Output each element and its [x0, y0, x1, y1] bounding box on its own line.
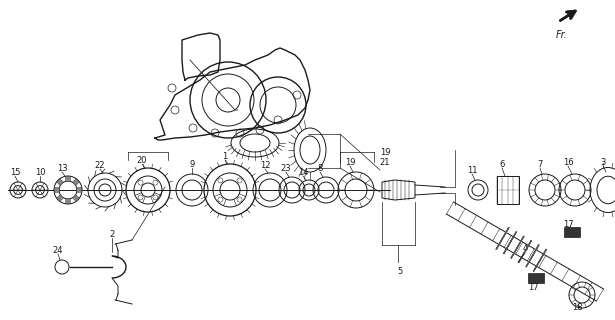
Polygon shape [66, 176, 71, 181]
Polygon shape [526, 244, 539, 267]
Polygon shape [533, 249, 547, 271]
Polygon shape [54, 188, 59, 192]
Text: 14: 14 [298, 167, 308, 177]
Text: 17: 17 [563, 220, 573, 228]
Text: 7: 7 [538, 159, 542, 169]
Text: 12: 12 [260, 161, 270, 170]
Text: 2: 2 [109, 229, 114, 238]
Polygon shape [496, 227, 509, 250]
Text: 11: 11 [467, 165, 477, 174]
Polygon shape [57, 179, 63, 185]
Text: 5: 5 [397, 268, 403, 276]
Text: 20: 20 [137, 156, 147, 164]
Polygon shape [77, 188, 82, 192]
Text: 19: 19 [379, 148, 391, 156]
Text: 16: 16 [563, 157, 573, 166]
Polygon shape [57, 195, 63, 202]
Polygon shape [511, 236, 524, 258]
Text: 17: 17 [528, 284, 538, 292]
Polygon shape [66, 199, 71, 204]
Polygon shape [73, 179, 79, 185]
Text: 18: 18 [572, 303, 582, 313]
FancyBboxPatch shape [528, 273, 544, 283]
Text: 13: 13 [57, 164, 67, 172]
Text: Fr.: Fr. [556, 30, 568, 40]
Text: 8: 8 [317, 164, 323, 172]
Text: 9: 9 [189, 159, 194, 169]
Text: 23: 23 [280, 164, 292, 172]
Text: 19: 19 [345, 157, 355, 166]
Text: 1: 1 [223, 151, 228, 161]
Text: 15: 15 [10, 167, 20, 177]
Text: 4: 4 [522, 244, 528, 252]
Text: 24: 24 [53, 245, 63, 254]
Polygon shape [73, 195, 79, 202]
Polygon shape [518, 240, 531, 263]
Text: 10: 10 [35, 167, 46, 177]
Text: 22: 22 [95, 161, 105, 170]
Text: 3: 3 [600, 157, 606, 166]
Text: 6: 6 [499, 159, 505, 169]
Polygon shape [504, 232, 517, 254]
FancyBboxPatch shape [564, 227, 580, 237]
Text: 21: 21 [379, 157, 391, 166]
